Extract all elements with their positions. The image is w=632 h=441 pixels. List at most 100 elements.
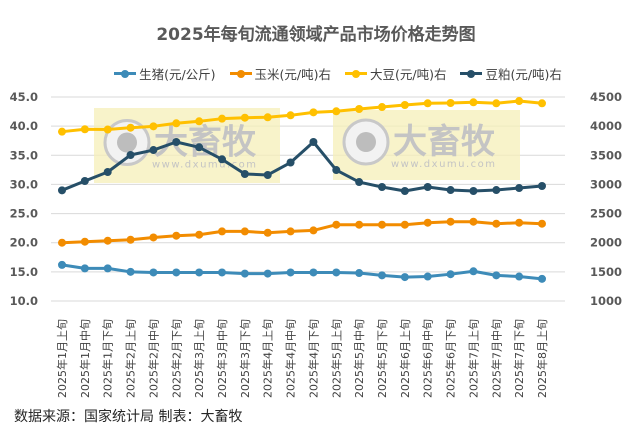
legend-item-soymeal: 豆粕(元/吨)右 xyxy=(460,64,562,83)
watermark-url: www.dxumu.com xyxy=(391,159,497,170)
data-point-marker xyxy=(80,237,89,246)
x-tick-label: 2025年4月下旬 xyxy=(306,319,320,398)
y-tick-label: 10.0 xyxy=(10,294,38,308)
data-point-marker xyxy=(469,187,478,196)
data-point-marker xyxy=(240,169,249,178)
data-point-marker xyxy=(492,271,501,280)
data-point-marker xyxy=(378,103,386,112)
y-tick-label: 25.0 xyxy=(10,207,38,221)
y2-tick-label: 4500 xyxy=(590,90,622,104)
y2-tick-label: 4000 xyxy=(590,119,622,133)
x-tick-label: 2025年3月下旬 xyxy=(238,319,252,398)
x-tick-label: 2025年1月下旬 xyxy=(101,319,115,398)
data-point-marker xyxy=(172,268,181,277)
legend-label: 生猪(元/公斤) xyxy=(139,67,216,82)
data-point-marker xyxy=(446,99,455,108)
y-tick-label: 40.0 xyxy=(10,119,38,133)
data-point-marker xyxy=(332,220,341,229)
x-tick-label: 2025年2月上旬 xyxy=(124,319,138,398)
watermark-brand: 大畜牧 xyxy=(393,122,496,162)
data-point-marker xyxy=(332,268,341,277)
data-point-marker xyxy=(492,219,501,228)
watermark-brand: 大畜牧 xyxy=(154,123,257,163)
data-point-marker xyxy=(332,166,341,175)
data-point-marker xyxy=(58,186,66,195)
series-生猪(元/公斤) xyxy=(58,260,546,283)
y-tick-label: 35.0 xyxy=(10,148,38,162)
legend-item-corn: 玉米(元/吨)右 xyxy=(229,64,331,83)
series-大豆(元/吨)右 xyxy=(58,97,546,136)
data-point-marker xyxy=(469,267,478,276)
data-point-marker xyxy=(400,187,409,196)
data-point-marker xyxy=(218,114,226,123)
x-axis: 2025年1月上旬 2025年1月中旬 2025年1月下旬 2025年2月上旬 2025… xyxy=(55,319,549,398)
data-point-marker xyxy=(355,269,364,278)
data-point-marker xyxy=(286,158,295,167)
legend-line-marker-icon xyxy=(229,69,252,78)
data-point-marker xyxy=(309,268,318,277)
data-point-marker xyxy=(309,226,318,235)
chart-legend: 生猪(元/公斤) 玉米(元/吨)右 大豆(元/吨)右 豆粕(元/吨)右 xyxy=(0,64,632,83)
data-point-marker xyxy=(149,146,158,155)
data-point-marker xyxy=(240,113,249,122)
data-point-marker xyxy=(218,268,226,277)
y2-tick-label: 3500 xyxy=(590,148,622,162)
data-point-marker xyxy=(538,219,546,228)
x-tick-label: 2025年2月中旬 xyxy=(146,319,160,398)
legend-label: 玉米(元/吨)右 xyxy=(254,67,331,82)
x-tick-label: 2025年1月上旬 xyxy=(55,319,69,398)
data-point-marker xyxy=(103,264,112,273)
data-point-marker xyxy=(469,217,478,226)
data-point-marker xyxy=(195,268,204,277)
x-tick-label: 2025年6月上旬 xyxy=(398,319,412,398)
data-point-marker xyxy=(218,155,226,164)
data-point-marker xyxy=(423,272,432,281)
data-point-marker xyxy=(58,127,66,136)
legend-item-hog: 生猪(元/公斤) xyxy=(114,64,216,83)
data-point-marker xyxy=(218,227,226,236)
x-tick-label: 2025年3月上旬 xyxy=(192,319,206,398)
data-point-marker xyxy=(515,97,524,106)
y-axis-left: 10.0 15.0 20.0 25.0 30.0 35.0 40.0 45.0 xyxy=(10,90,38,308)
x-tick-label: 2025年5月上旬 xyxy=(329,319,343,398)
watermark-url: www.dxumu.com xyxy=(152,160,258,171)
x-tick-label: 2025年4月中旬 xyxy=(284,319,298,398)
x-tick-label: 2025年3月中旬 xyxy=(215,319,229,398)
series-line xyxy=(61,263,543,281)
data-point-marker xyxy=(400,273,409,282)
data-point-marker xyxy=(126,267,135,276)
data-point-marker xyxy=(378,271,386,280)
data-point-marker xyxy=(58,238,66,247)
data-point-marker xyxy=(309,137,318,146)
data-point-marker xyxy=(240,269,249,278)
data-point-marker xyxy=(263,170,272,179)
x-tick-label: 2025年7月中旬 xyxy=(489,319,503,398)
y-tick-label: 20.0 xyxy=(10,236,38,250)
data-point-marker xyxy=(492,186,501,195)
data-point-marker xyxy=(355,178,364,187)
data-point-marker xyxy=(446,217,455,226)
y-tick-label: 15.0 xyxy=(10,265,38,279)
data-point-marker xyxy=(103,168,112,177)
data-point-marker xyxy=(515,218,524,227)
data-point-marker xyxy=(195,230,204,239)
series-line xyxy=(61,220,543,245)
data-point-marker xyxy=(492,99,501,108)
data-point-marker xyxy=(126,235,135,244)
data-point-marker xyxy=(423,218,432,227)
data-point-marker xyxy=(446,186,455,195)
data-point-marker xyxy=(103,125,112,134)
data-point-marker xyxy=(240,227,249,236)
data-point-marker xyxy=(286,227,295,236)
legend-label: 豆粕(元/吨)右 xyxy=(485,67,562,82)
data-point-marker xyxy=(263,228,272,237)
y-tick-label: 30.0 xyxy=(10,177,38,191)
data-point-marker xyxy=(172,119,181,128)
data-point-marker xyxy=(538,99,546,108)
legend-label: 大豆(元/吨)右 xyxy=(370,67,447,82)
y2-tick-label: 1500 xyxy=(590,265,622,279)
